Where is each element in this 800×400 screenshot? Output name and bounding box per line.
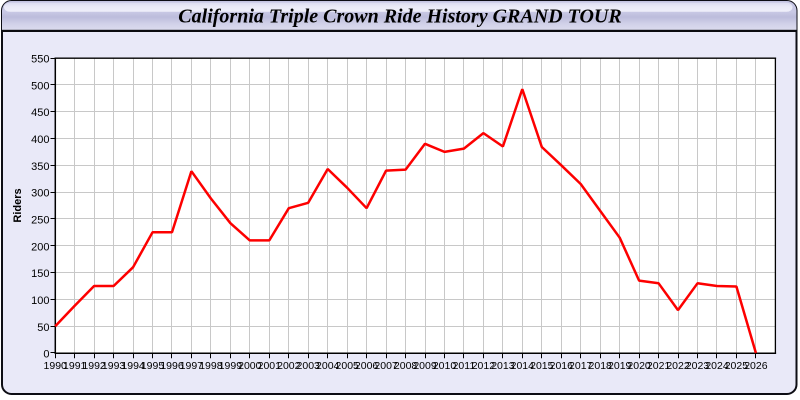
svg-text:2006: 2006 [355,360,379,372]
svg-text:1998: 1998 [199,360,223,372]
svg-text:2017: 2017 [569,360,593,372]
svg-text:100: 100 [31,295,49,307]
svg-text:300: 300 [31,188,49,200]
svg-text:2025: 2025 [725,360,749,372]
svg-text:200: 200 [31,241,49,253]
svg-text:1991: 1991 [63,360,87,372]
svg-text:2009: 2009 [413,360,437,372]
svg-text:2020: 2020 [627,360,651,372]
svg-text:2018: 2018 [589,360,613,372]
svg-text:500: 500 [31,80,49,92]
svg-text:California Triple Crown Ride H: California Triple Crown Ride History GRA… [178,6,621,28]
svg-text:1993: 1993 [102,360,126,372]
svg-text:50: 50 [37,322,49,334]
svg-text:2022: 2022 [666,360,690,372]
svg-text:1995: 1995 [141,360,165,372]
svg-text:2010: 2010 [433,360,457,372]
svg-text:1994: 1994 [121,360,145,372]
svg-text:350: 350 [31,161,49,173]
svg-text:2024: 2024 [705,360,729,372]
svg-text:1999: 1999 [219,360,243,372]
svg-text:150: 150 [31,268,49,280]
svg-text:2014: 2014 [511,360,535,372]
svg-text:2021: 2021 [647,360,671,372]
svg-text:2001: 2001 [258,360,282,372]
svg-text:250: 250 [31,215,49,227]
svg-text:550: 550 [31,54,49,66]
svg-text:2026: 2026 [744,360,768,372]
svg-text:1992: 1992 [82,360,106,372]
svg-text:400: 400 [31,134,49,146]
svg-text:2015: 2015 [530,360,554,372]
svg-text:2011: 2011 [453,360,476,372]
svg-text:2023: 2023 [686,360,710,372]
svg-text:2008: 2008 [394,360,418,372]
svg-text:2000: 2000 [238,360,262,372]
svg-text:2007: 2007 [374,360,398,372]
svg-text:2016: 2016 [550,360,574,372]
svg-text:1990: 1990 [44,360,68,372]
svg-text:2004: 2004 [316,360,340,372]
svg-text:450: 450 [31,107,49,119]
svg-text:2002: 2002 [277,360,301,372]
svg-text:0: 0 [43,349,49,361]
svg-text:1996: 1996 [160,360,184,372]
svg-text:2005: 2005 [336,360,360,372]
svg-text:2013: 2013 [491,360,515,372]
svg-text:Riders: Riders [12,188,24,222]
svg-text:2003: 2003 [297,360,321,372]
svg-text:2012: 2012 [472,360,496,372]
svg-text:1997: 1997 [180,360,204,372]
svg-text:2019: 2019 [608,360,632,372]
